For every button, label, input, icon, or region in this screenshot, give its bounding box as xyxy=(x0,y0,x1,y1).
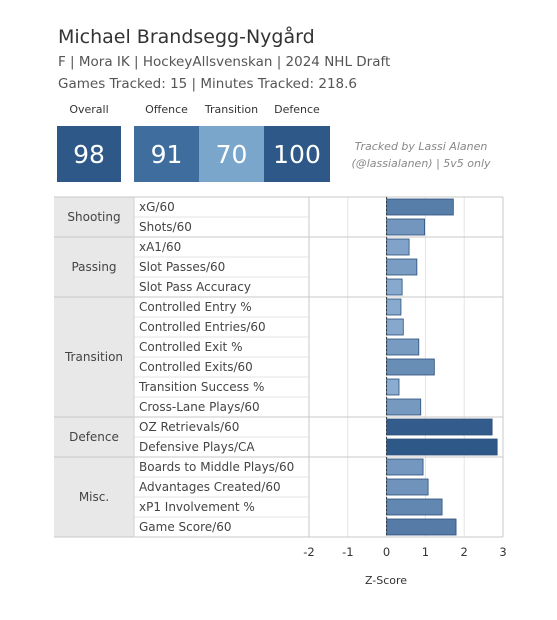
metric-label: Slot Passes/60 xyxy=(139,260,225,274)
bar xyxy=(386,218,426,236)
group-label: Misc. xyxy=(79,490,109,504)
x-tick-label: 1 xyxy=(422,545,429,559)
bar xyxy=(386,418,493,436)
overall-rating-label: Overall xyxy=(69,103,109,116)
x-tick-label: 3 xyxy=(499,545,506,559)
bar xyxy=(386,238,410,256)
overall-rating-value: 98 xyxy=(73,139,105,169)
bar xyxy=(386,498,443,516)
credit-line-2: (@lassialanen) | 5v5 only xyxy=(351,157,491,170)
metric-label: Controlled Exits/60 xyxy=(139,360,253,374)
bar xyxy=(386,318,404,336)
bar xyxy=(386,198,454,216)
bar xyxy=(386,398,422,416)
group-column-bg xyxy=(54,197,134,537)
tracked-info: Games Tracked: 15 | Minutes Tracked: 218… xyxy=(58,76,358,92)
bar xyxy=(386,438,498,456)
credit-note: Tracked by Lassi Alanen (@lassialanen) |… xyxy=(336,138,506,172)
bar xyxy=(386,458,424,476)
metric-label: xG/60 xyxy=(139,200,175,214)
defence-rating-value: 100 xyxy=(273,139,321,169)
metric-label: Shots/60 xyxy=(139,220,192,234)
x-tick-label: 0 xyxy=(383,545,390,559)
metric-label: OZ Retrievals/60 xyxy=(139,420,239,434)
bar xyxy=(386,518,457,536)
group-label: Passing xyxy=(71,260,116,274)
metric-label: Game Score/60 xyxy=(139,520,231,534)
defence-rating-box: 100 xyxy=(264,126,330,182)
bar xyxy=(386,378,400,396)
x-axis-title: Z-Score xyxy=(364,574,408,587)
bar xyxy=(386,298,402,316)
group-label: Transition xyxy=(64,350,123,364)
bar xyxy=(386,358,435,376)
x-tick-label: -1 xyxy=(342,545,353,559)
offence-rating-value: 91 xyxy=(150,139,183,169)
offence-rating-label: Offence xyxy=(145,103,188,116)
transition-rating-label: Transition xyxy=(204,103,259,116)
metric-label: Boards to Middle Plays/60 xyxy=(139,460,294,474)
metric-label: Controlled Entry % xyxy=(139,300,252,314)
credit-line-1: Tracked by Lassi Alanen xyxy=(354,140,488,153)
bar xyxy=(386,338,420,356)
bar xyxy=(386,478,429,496)
offence-rating-box: 91 xyxy=(134,126,199,182)
player-info: F | Mora IK | HockeyAllsvenskan | 2024 N… xyxy=(58,54,391,70)
metric-label: Advantages Created/60 xyxy=(139,480,281,494)
metric-label: Slot Pass Accuracy xyxy=(139,280,251,294)
bar xyxy=(386,258,418,276)
metric-label: Controlled Exit % xyxy=(139,340,242,354)
x-tick-label: -2 xyxy=(303,545,314,559)
player-name: Michael Brandsegg-Nygård xyxy=(58,26,315,48)
transition-rating-box: 70 xyxy=(199,126,264,182)
metric-label: xA1/60 xyxy=(139,240,181,254)
transition-rating-value: 70 xyxy=(215,139,248,169)
metric-label: Transition Success % xyxy=(138,380,264,394)
bar xyxy=(386,278,403,296)
group-label: Defence xyxy=(69,430,119,444)
metric-label: Cross-Lane Plays/60 xyxy=(139,400,260,414)
metric-label: Controlled Entries/60 xyxy=(139,320,266,334)
x-tick-label: 2 xyxy=(461,545,468,559)
overall-rating-box: 98 xyxy=(57,126,121,182)
group-label: Shooting xyxy=(67,210,120,224)
metric-label: Defensive Plays/CA xyxy=(139,440,255,454)
metric-label: xP1 Involvement % xyxy=(139,500,255,514)
defence-rating-label: Defence xyxy=(274,103,320,116)
